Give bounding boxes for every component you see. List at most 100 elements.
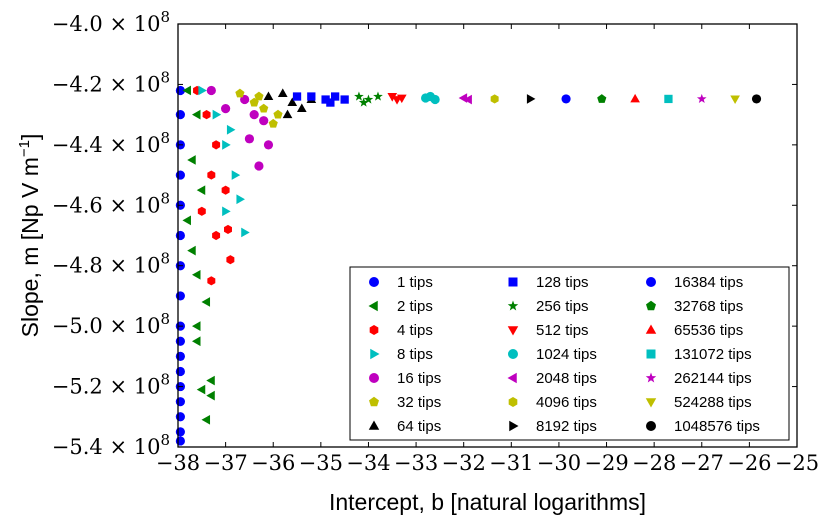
point-2-tips-10 (206, 375, 215, 386)
legend-marker-512-tips (507, 326, 519, 336)
legend-marker-262144-tips (645, 372, 657, 383)
legend-label: 512 tips (536, 322, 589, 339)
x-tick-label: −33 (394, 451, 438, 475)
x-tick-label: −30 (537, 451, 581, 475)
point-128-tips-0 (292, 92, 302, 101)
point-8-tips-1 (212, 109, 222, 120)
point-256-tips-0 (354, 91, 364, 101)
legend-marker-128-tips (508, 277, 518, 287)
x-tick-label: −34 (346, 451, 390, 475)
legend-label: 32768 tips (674, 298, 743, 315)
point-4-tips-2 (212, 140, 221, 150)
y-tick-label: −5.2 × 108 (52, 371, 170, 399)
point-4-tips-9 (224, 224, 232, 235)
legend-label: 4096 tips (536, 394, 597, 411)
point-1-tips-9 (175, 336, 185, 346)
x-tick-label: −27 (680, 451, 724, 475)
point-2-tips-8 (191, 321, 201, 331)
point-8-tips-4 (236, 194, 245, 205)
y-tick-label: −5.4 × 108 (52, 431, 170, 459)
point-2-tips-11 (196, 384, 206, 395)
point-2-tips-7 (201, 297, 211, 307)
point-2-tips-6 (191, 269, 201, 280)
legend-label: 8 tips (397, 346, 433, 363)
point-4-tips-5 (197, 206, 206, 216)
legend-label: 64 tips (397, 418, 441, 435)
point-64-tips-1 (277, 88, 288, 97)
point-256-tips-1 (363, 94, 374, 104)
point-1-tips-11 (175, 366, 185, 377)
point-16-tips-1 (221, 104, 231, 114)
point-2048-tips-1 (463, 94, 472, 105)
point-64-tips-4 (282, 109, 293, 119)
x-tick-label: −25 (775, 451, 819, 475)
point-128-tips-1 (307, 92, 316, 101)
legend-marker-8192-tips (509, 420, 519, 432)
y-tick-label: −4.0 × 108 (52, 8, 170, 36)
point-1024-tips-2 (425, 91, 435, 102)
legend-label: 2048 tips (536, 370, 597, 387)
point-128-tips-3 (330, 92, 340, 101)
legend-marker-4096-tips (508, 397, 518, 407)
legend-marker-32-tips (369, 396, 379, 407)
legend-marker-65536-tips (645, 324, 657, 334)
point-1-tips-16 (175, 436, 185, 446)
point-4-tips-1 (202, 110, 211, 120)
point-2-tips-1 (191, 109, 201, 120)
point-4-tips-8 (207, 276, 216, 286)
point-4-tips-4 (221, 185, 230, 195)
point-4-tips-6 (212, 230, 221, 241)
point-1-tips-5 (175, 230, 185, 241)
point-8192-tips-0 (526, 94, 536, 104)
legend-label: 2 tips (397, 298, 433, 315)
y-tick-label: −4.8 × 108 (52, 250, 170, 278)
point-64-tips-3 (296, 103, 307, 113)
point-128-tips-2 (321, 95, 330, 104)
legend-label: 16 tips (397, 370, 441, 387)
x-tick-label: −32 (442, 451, 486, 475)
point-8-tips-6 (222, 206, 231, 217)
point-1-tips-14 (175, 412, 185, 422)
point-256-tips-2 (373, 91, 383, 101)
point-64-tips-0 (263, 91, 274, 100)
point-32768-tips-0 (597, 94, 607, 103)
legend-label: 128 tips (536, 274, 589, 291)
point-1048576-tips-0 (751, 94, 762, 104)
legend-marker-32768-tips (646, 300, 656, 311)
legend-label: 32 tips (397, 394, 441, 411)
point-2-tips-13 (206, 390, 215, 401)
legend-marker-524288-tips (645, 398, 657, 408)
legend-marker-1-tips (369, 277, 379, 287)
point-128-tips-4 (340, 95, 349, 104)
y-tick-label: −5.0 × 108 (52, 310, 170, 338)
point-524288-tips-0 (730, 95, 740, 104)
point-16-tips-5 (263, 140, 274, 150)
legend-label: 16384 tips (674, 274, 743, 291)
point-8-tips-5 (241, 227, 250, 238)
legend-label: 1048576 tips (674, 418, 760, 435)
legend-marker-4-tips (369, 325, 379, 335)
point-2-tips-9 (191, 336, 201, 347)
point-2-tips-12 (201, 414, 211, 425)
point-2-tips-0 (182, 85, 191, 96)
legend-marker-8-tips (370, 348, 380, 360)
point-65536-tips-0 (630, 93, 640, 103)
y-tick-label: −4.4 × 108 (52, 129, 170, 157)
point-4096-tips-0 (490, 94, 499, 104)
point-512-tips-2 (392, 96, 402, 105)
point-16-tips-0 (206, 85, 216, 96)
legend-marker-64-tips (368, 420, 380, 430)
x-tick-label: −29 (584, 451, 628, 475)
x-tick-label: −35 (299, 451, 343, 475)
legend-label: 256 tips (536, 298, 589, 315)
point-8-tips-7 (226, 124, 236, 135)
y-axis-label: Slope, m [Np V m−1] (16, 134, 43, 338)
legend-label: 131072 tips (674, 346, 752, 363)
point-2-tips-3 (196, 185, 206, 196)
point-4-tips-3 (207, 170, 216, 180)
axes-layer: −38 −37 −36 −35 −34 −33 −32 −31 −30 −29 −28 −27 −26−… (16, 8, 819, 515)
x-axis-label: Intercept, b [natural logarithms] (329, 489, 646, 515)
legend-marker-1024-tips (508, 349, 518, 359)
point-1-tips-7 (175, 291, 185, 301)
